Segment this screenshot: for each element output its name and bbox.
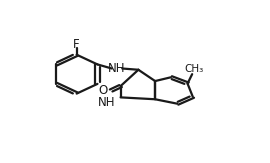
Text: F: F — [73, 37, 80, 51]
Text: CH₃: CH₃ — [184, 64, 204, 74]
Text: NH: NH — [98, 96, 115, 109]
Text: NH: NH — [108, 62, 125, 75]
Text: O: O — [98, 84, 107, 97]
